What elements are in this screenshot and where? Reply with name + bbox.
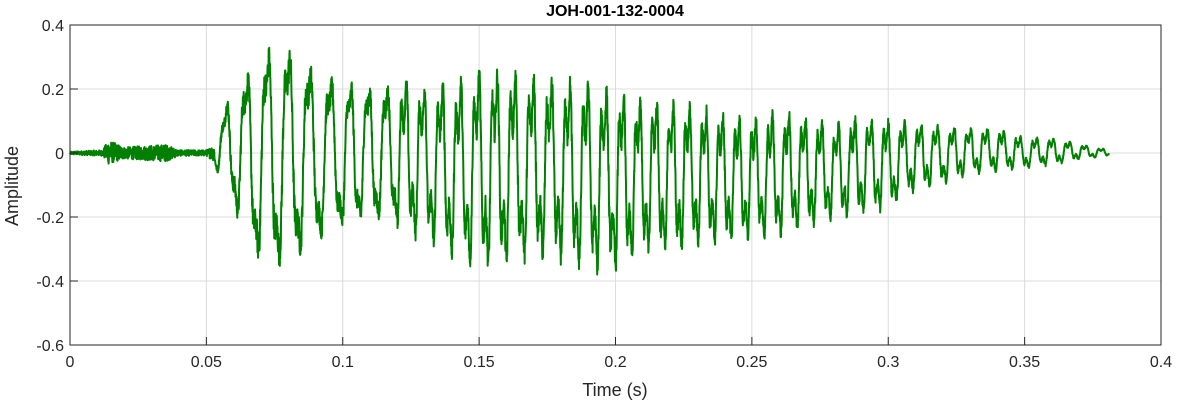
y-tick-label: -0.2: [36, 210, 64, 227]
x-tick-label: 0.3: [877, 354, 899, 371]
x-tick-label: 0.05: [191, 354, 222, 371]
y-axis-ticks: -0.6 -0.4 -0.2 0 0.2 0.4: [36, 18, 78, 355]
x-tick-label: 0.4: [1150, 354, 1172, 371]
x-tick-label: 0.2: [604, 354, 626, 371]
x-tick-label: 0.1: [332, 354, 354, 371]
y-tick-label: 0: [55, 146, 64, 163]
waveform-series-line: [69, 46, 1110, 276]
y-tick-label: -0.6: [36, 338, 64, 355]
x-axis-label: Time (s): [582, 380, 647, 400]
x-axis-ticks: 0 0.05 0.1 0.15 0.2 0.25 0.3 0.35 0.4: [66, 337, 1172, 371]
x-tick-label: 0.35: [1009, 354, 1040, 371]
plot-area: [69, 46, 1110, 276]
x-tick-label: 0.25: [736, 354, 767, 371]
y-tick-label: -0.4: [36, 274, 64, 291]
y-tick-label: 0.4: [42, 18, 64, 35]
x-tick-label: 0: [66, 354, 75, 371]
y-axis-label: Amplitude: [2, 146, 22, 226]
x-tick-label: 0.15: [464, 354, 495, 371]
chart-title: JOH-001-132-0004: [546, 3, 684, 20]
y-tick-label: 0.2: [42, 82, 64, 99]
